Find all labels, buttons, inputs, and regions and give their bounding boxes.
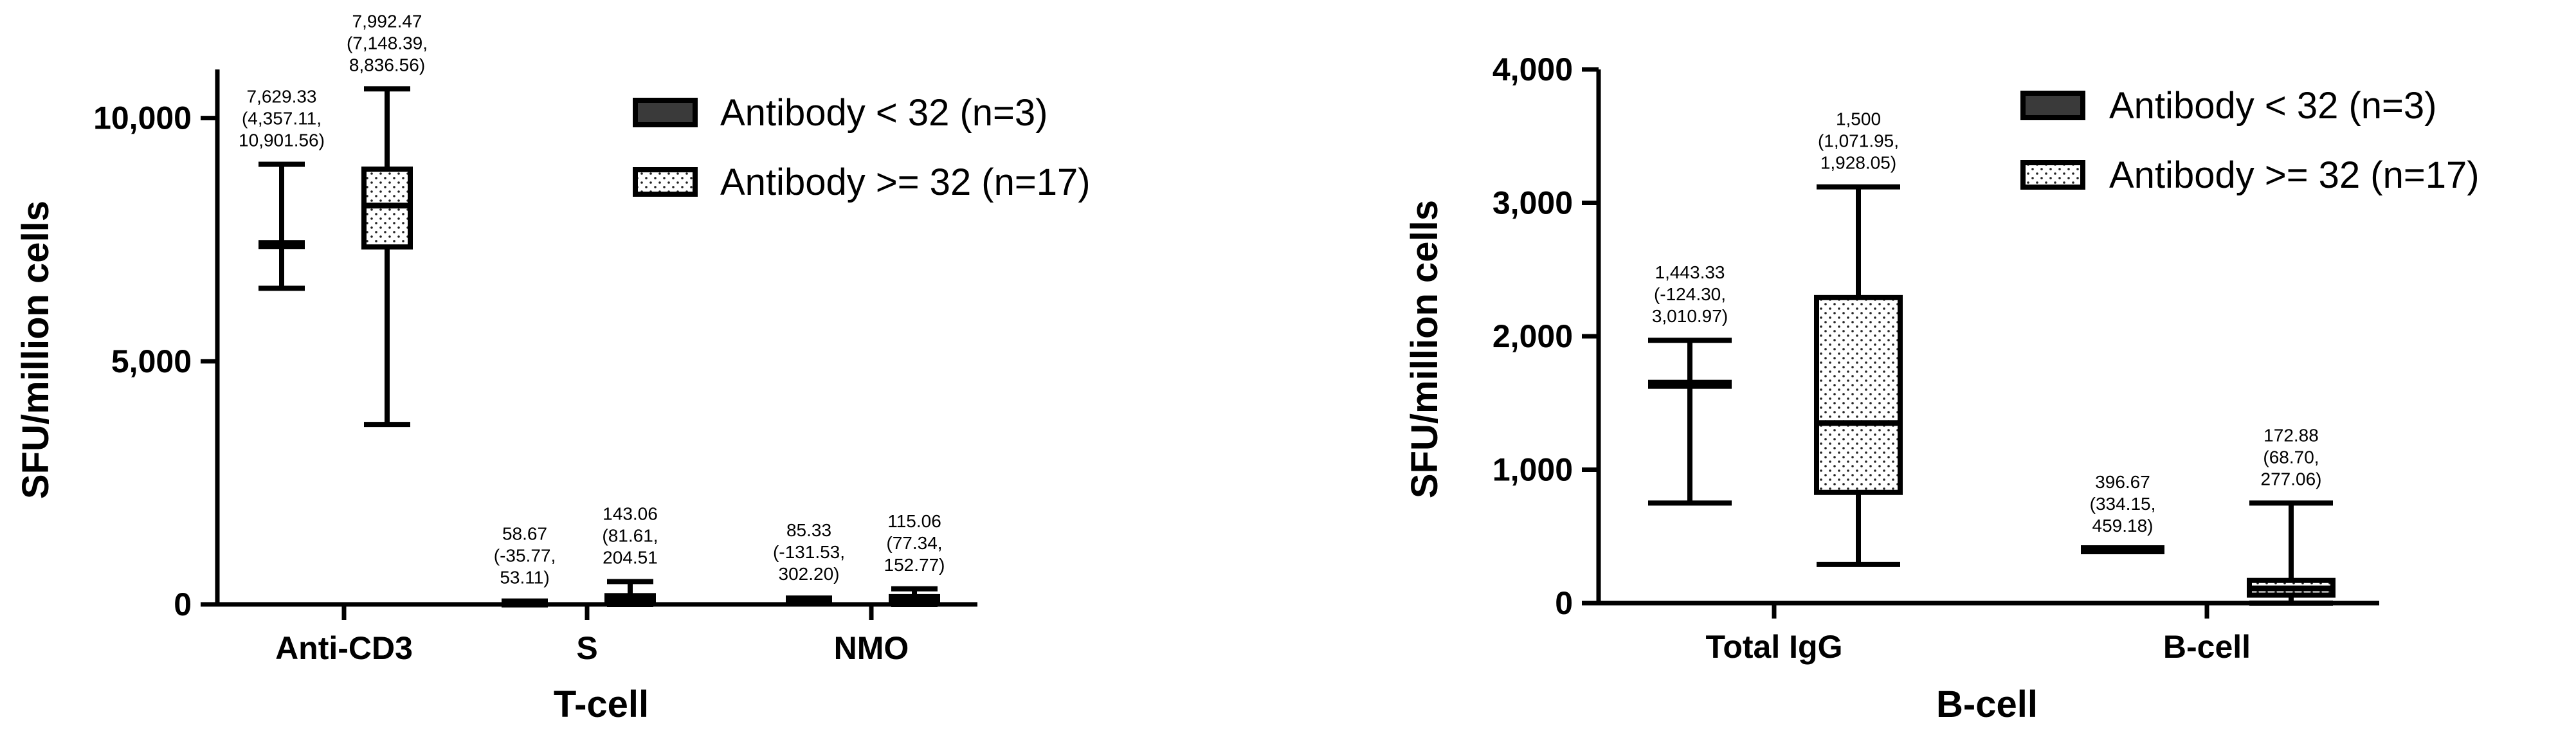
legend-label: Antibody >= 32 (n=17) <box>2109 154 2480 196</box>
box-plot: 172.88(68.70,277.06) <box>2247 425 2336 606</box>
annotation-label: 277.06) <box>2261 469 2322 489</box>
box-plot: 7,629.33(4,357.11,10,901.56) <box>239 86 325 291</box>
annotation-label: (334.15, <box>2090 494 2156 514</box>
annotation-label: 85.33 <box>786 520 831 540</box>
box-plot: 115.06(77.34,152.77) <box>884 511 945 607</box>
y-tick-label: 5,000 <box>111 343 192 379</box>
y-axis-title: SFU/million cells <box>1404 200 1446 498</box>
x-tick-label: B-cell <box>2163 629 2251 665</box>
annotation-label: 1,928.05) <box>1820 153 1896 173</box>
x-tick-label: S <box>576 630 597 666</box>
annotation-label: 459.18) <box>2092 516 2154 536</box>
annotation-label: 396.67 <box>2095 472 2150 492</box>
annotation-label: 302.20) <box>779 564 840 584</box>
box-plot: 1,443.33(-124.30,3,010.97) <box>1648 262 1732 506</box>
annotation-label: 10,901.56) <box>239 130 325 150</box>
annotation-label: (1,071.95, <box>1818 131 1899 151</box>
t-cell-chart: 0 5,000 10,000 Anti-CD3 S NMO T-cell SFU/millio… <box>15 11 1091 725</box>
box-iqr <box>786 595 832 605</box>
x-tick-label: NMO <box>834 630 909 666</box>
x-tick-label: Total IgG <box>1706 629 1843 665</box>
y-tick-label: 0 <box>1555 585 1573 621</box>
annotation-label: 7,629.33 <box>247 86 317 106</box>
x-axis-title: B-cell <box>1936 683 2038 725</box>
box-plot: 85.33(-131.53,302.20) <box>773 520 845 606</box>
annotation-label: (81.61, <box>602 525 658 545</box>
box-plot: 58.67(-35.77,53.11) <box>494 523 556 608</box>
legend-label: Antibody >= 32 (n=17) <box>720 161 1091 203</box>
legend-label: Antibody < 32 (n=3) <box>720 92 1048 134</box>
annotation-label: 152.77) <box>884 555 945 575</box>
annotation-label: 204.51 <box>603 547 658 567</box>
box-iqr <box>1814 294 1903 495</box>
annotation-label: 3,010.97) <box>1652 306 1728 326</box>
legend-swatch-low <box>2020 91 2085 120</box>
y-tick-label: 2,000 <box>1492 318 1573 354</box>
annotation-label: (-35.77, <box>494 545 556 565</box>
y-tick-label: 0 <box>174 586 192 622</box>
x-tick-label: Anti-CD3 <box>275 630 413 666</box>
annotation-label: 143.06 <box>603 503 658 523</box>
annotation-label: (7,148.39, <box>347 33 428 53</box>
y-tick-label: 3,000 <box>1492 185 1573 221</box>
annotation-label: 58.67 <box>502 523 547 543</box>
legend-label: Antibody < 32 (n=3) <box>2109 85 2436 127</box>
annotation-label: 172.88 <box>2263 425 2319 445</box>
legend-swatch-high <box>2020 160 2085 190</box>
box-plot: 143.06(81.61,204.51 <box>602 503 658 607</box>
legend-swatch-low <box>633 98 698 127</box>
box-iqr <box>2081 545 2164 554</box>
box-plot: 1,500(1,071.95,1,928.05) <box>1814 109 1903 567</box>
box-iqr <box>502 598 548 608</box>
annotation-label: (-131.53, <box>773 542 845 562</box>
y-tick-label: 4,000 <box>1492 51 1573 87</box>
x-axis-title: T-cell <box>554 683 649 725</box>
annotation-label: 8,836.56) <box>349 55 425 75</box>
annotation-label: (4,357.11, <box>242 108 322 128</box>
y-tick-label: 10,000 <box>93 100 192 136</box>
annotation-label: 7,992.47 <box>352 11 422 31</box>
box-plot: 396.67(334.15,459.18) <box>2081 472 2164 554</box>
y-axis-title: SFU/million cells <box>15 201 57 499</box>
box-plot: 7,992.47(7,148.39,8,836.56) <box>347 11 428 428</box>
annotation-label: (-124.30, <box>1654 284 1726 304</box>
box-iqr <box>259 240 305 249</box>
annotation-label: (68.70, <box>2263 447 2319 467</box>
legend-swatch-high <box>633 167 698 197</box>
y-tick-label: 1,000 <box>1492 452 1573 488</box>
annotation-label: 53.11) <box>500 567 549 587</box>
annotation-label: 115.06 <box>887 511 941 531</box>
annotation-label: 1,443.33 <box>1655 262 1725 282</box>
box-iqr <box>1648 379 1732 389</box>
b-cell-chart: 0 1,000 2,000 3,000 4,000 Total IgG B-cell B-ce… <box>1404 51 2480 725</box>
annotation-label: (77.34, <box>886 533 942 553</box>
annotation-label: 1,500 <box>1836 109 1881 129</box>
